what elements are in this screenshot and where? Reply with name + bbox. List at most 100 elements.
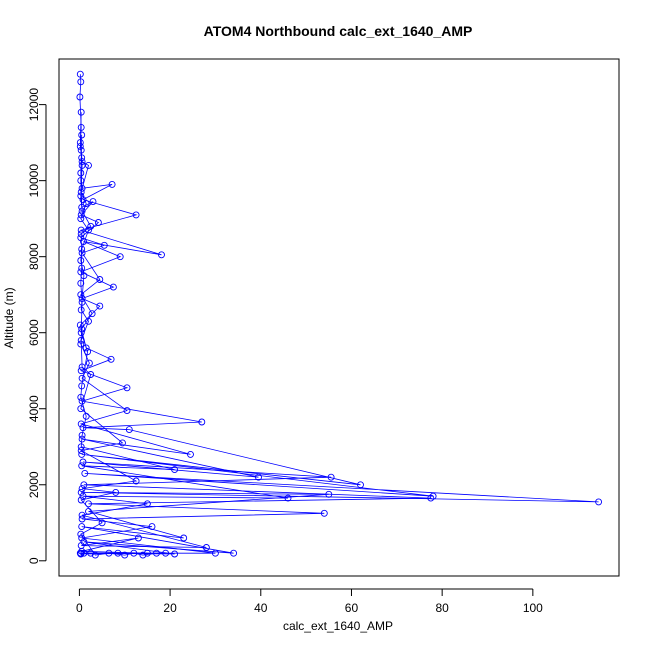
data-point [429,492,437,500]
data-point [162,549,170,557]
x-tick-label: 20 [163,601,177,615]
data-point [87,549,95,557]
data-point [79,424,87,432]
plot-frame [58,58,620,577]
data-point [96,276,104,283]
series-line-3 [80,134,289,555]
data-point [77,234,85,242]
data-point [78,154,86,162]
data-point [143,549,151,557]
data-point [84,348,92,356]
data-point [78,249,86,257]
data-point [78,158,86,166]
data-point [76,321,84,329]
y-axis-label: Altitude (m) [2,287,16,348]
data-point [78,295,86,302]
series-line-4 [80,150,166,556]
data-point [77,108,85,116]
data-point [123,384,131,392]
data-point [98,519,106,527]
data-point [112,488,120,496]
data-point [284,494,292,502]
data-point [357,481,364,489]
data-point [148,523,156,531]
data-point [77,443,85,451]
data-point [255,473,262,481]
data-point [85,317,92,325]
data-point [187,450,194,458]
y-tick-label: 12000 [27,88,41,122]
data-point [77,215,85,223]
data-point [134,534,142,542]
data-point [78,184,86,192]
data-point [80,481,88,489]
data-point [77,177,85,185]
data-point [78,431,86,439]
data-point [78,203,86,211]
data-point [427,494,435,502]
data-point [78,374,86,382]
data-point [79,458,87,466]
x-axis: 0 20 40 60 80 100 [76,588,543,615]
data-point [85,507,92,515]
data-point [76,70,84,78]
data-point [76,142,84,150]
data-point [78,511,86,519]
data-point [595,498,603,506]
data-point [77,291,85,299]
data-point [78,523,86,531]
data-point [91,551,99,559]
data-point [77,257,85,264]
x-tick-label: 0 [76,601,83,615]
chart-title: ATOM4 Northbound calc_ext_1640_AMP [204,23,473,39]
x-tick-label: 40 [254,601,268,615]
data-point [78,534,86,542]
data-point [139,551,147,559]
data-point [107,355,115,363]
data-point [105,549,113,557]
data-point [77,230,85,238]
x-axis-label: calc_ext_1640_AMP [283,619,393,633]
data-point [77,78,85,86]
data-point [94,219,102,226]
series-line-2 [79,112,431,554]
data-point [78,131,86,139]
data-point [123,407,131,415]
series-layer [76,70,603,559]
data-point [77,550,85,558]
data-point [121,551,129,559]
data-point [87,371,95,378]
data-point [114,549,122,557]
data-point [77,488,85,496]
data-point [78,485,86,493]
data-point [202,544,210,551]
data-point [85,161,92,169]
data-point [78,298,86,306]
data-point [77,405,85,413]
data-point [320,509,328,517]
data-point [119,439,126,447]
data-point [77,123,85,131]
data-point [80,549,88,557]
data-point [77,393,85,401]
data-point [198,418,206,426]
data-point [77,420,85,428]
data-point [230,549,238,557]
data-point [130,549,138,557]
data-point [76,93,84,101]
data-point [79,492,87,500]
data-point [77,188,85,196]
data-point [78,264,86,272]
data-point [78,515,86,523]
data-point [78,450,86,458]
data-point [77,496,85,504]
data-point [77,226,85,234]
data-point [82,344,90,352]
data-point [77,336,85,344]
data-point [78,325,86,333]
data-point [88,310,96,318]
data-point [78,245,86,253]
data-point [180,534,188,542]
data-point [211,549,219,557]
